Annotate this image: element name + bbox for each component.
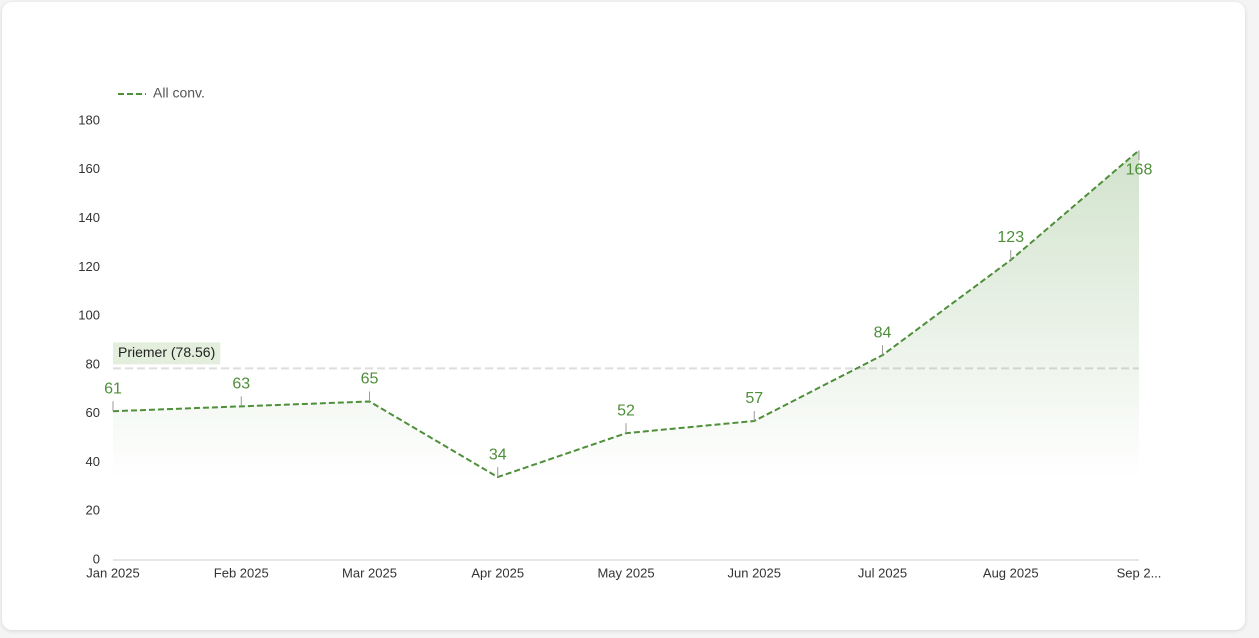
value-label: 63	[232, 376, 250, 393]
value-label: 52	[617, 402, 635, 419]
legend-label: All conv.	[153, 85, 205, 101]
y-tick-label: 160	[78, 161, 100, 176]
y-tick-label: 80	[86, 356, 100, 371]
y-tick-label: 140	[78, 210, 100, 225]
value-label: 57	[745, 390, 763, 407]
x-tick-label: Mar 2025	[342, 565, 397, 580]
reference-label-bg	[113, 342, 221, 365]
value-label: 34	[489, 446, 507, 463]
value-label: 61	[104, 380, 122, 397]
y-tick-label: 20	[86, 503, 100, 518]
y-tick-label: 60	[86, 405, 100, 420]
line	[112, 149, 1140, 479]
y-tick-label: 40	[86, 454, 100, 469]
x-tick-label: Apr 2025	[471, 565, 524, 580]
area	[113, 150, 1139, 560]
x-tick-label: May 2025	[597, 565, 654, 580]
reference-label: Priemer (78.56)	[118, 344, 215, 360]
x-tick-label: Jul 2025	[858, 565, 907, 580]
x-tick-label: Aug 2025	[983, 565, 1039, 580]
value-label: 123	[997, 229, 1024, 246]
value-label: 168	[1126, 161, 1153, 178]
y-tick-label: 180	[78, 112, 100, 127]
x-tick-label: Feb 2025	[214, 565, 269, 580]
y-tick-label: 120	[78, 259, 100, 274]
x-tick-label: Jan 2025	[86, 565, 140, 580]
y-tick-label: 0	[93, 551, 100, 566]
value-label: 84	[874, 324, 892, 341]
x-tick-label: Sep 2...	[1117, 565, 1162, 580]
x-tick-label: Jun 2025	[728, 565, 782, 580]
value-label: 65	[361, 371, 379, 388]
y-tick-label: 100	[78, 308, 100, 323]
